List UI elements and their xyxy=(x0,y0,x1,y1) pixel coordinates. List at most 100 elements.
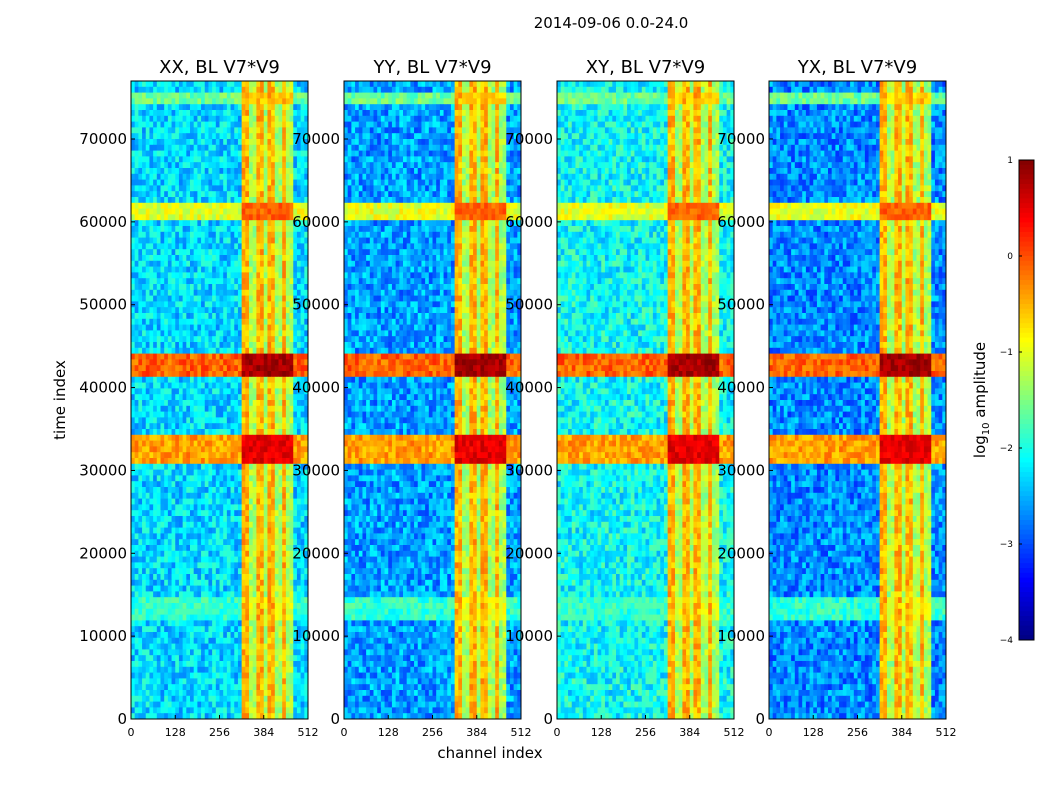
heatmap-cell xyxy=(289,423,294,430)
heatmap-cell xyxy=(142,156,147,163)
heatmap-cell xyxy=(226,121,231,128)
heatmap-cell xyxy=(153,603,158,610)
heatmap-cell xyxy=(193,260,198,267)
heatmap-cell xyxy=(289,202,294,209)
heatmap-cell xyxy=(164,156,169,163)
heatmap-cell xyxy=(149,655,154,662)
heatmap-cell xyxy=(296,498,302,505)
heatmap-cell xyxy=(223,168,228,175)
heatmap-cell xyxy=(256,342,261,349)
heatmap-cell xyxy=(252,411,257,418)
heatmap-cell xyxy=(193,347,198,354)
heatmap-cell xyxy=(249,626,254,633)
heatmap-cell xyxy=(149,585,154,592)
heatmap-cell xyxy=(167,463,172,470)
heatmap-cell xyxy=(296,666,302,673)
heatmap-cell xyxy=(267,376,272,383)
heatmap-cell xyxy=(134,371,139,378)
heatmap-cell xyxy=(289,574,294,581)
heatmap-cell xyxy=(212,487,217,494)
heatmap-cell xyxy=(271,104,276,111)
heatmap-cell xyxy=(212,324,217,331)
heatmap-cell xyxy=(167,655,172,662)
heatmap-cell xyxy=(296,318,302,325)
heatmap-cell xyxy=(149,539,154,546)
heatmap-cell xyxy=(304,284,309,291)
heatmap-cell xyxy=(300,336,305,343)
heatmap-cell xyxy=(296,226,302,233)
heatmap-cell xyxy=(237,562,243,569)
heatmap-cell xyxy=(285,678,290,685)
heatmap-cell xyxy=(204,440,209,447)
heatmap-cell xyxy=(300,179,305,186)
heatmap-cell xyxy=(215,353,220,360)
heatmap-cell xyxy=(274,527,279,534)
heatmap-cell xyxy=(215,318,220,325)
heatmap-cell xyxy=(204,382,209,389)
heatmap-cell xyxy=(171,545,176,552)
heatmap-cell xyxy=(182,249,187,256)
heatmap-cell xyxy=(145,672,150,679)
heatmap-cell xyxy=(149,127,154,134)
heatmap-cell xyxy=(215,144,220,151)
heatmap-cell xyxy=(182,632,187,639)
heatmap-cell xyxy=(274,191,279,198)
heatmap-cell xyxy=(175,632,180,639)
heatmap-cell xyxy=(282,655,287,662)
heatmap-cell xyxy=(252,330,257,337)
heatmap-cell xyxy=(237,643,243,650)
heatmap-cell xyxy=(278,608,283,615)
heatmap-cell xyxy=(256,220,261,227)
heatmap-cell xyxy=(153,150,158,157)
heatmap-cell xyxy=(237,110,243,117)
heatmap-cell xyxy=(167,318,172,325)
heatmap-cell xyxy=(142,463,147,470)
heatmap-cell xyxy=(282,481,287,488)
heatmap-cell xyxy=(245,110,250,117)
heatmap-cell xyxy=(149,550,154,557)
heatmap-cell xyxy=(193,249,198,256)
heatmap-cell xyxy=(215,255,220,262)
heatmap-cell xyxy=(149,434,154,441)
heatmap-cell xyxy=(212,359,217,366)
heatmap-cell xyxy=(204,603,209,610)
heatmap-cell xyxy=(285,86,290,93)
heatmap-cell xyxy=(153,661,158,668)
heatmap-cell xyxy=(223,260,228,267)
heatmap-cell xyxy=(226,324,231,331)
heatmap-cell xyxy=(234,197,239,204)
heatmap-cell xyxy=(223,342,228,349)
heatmap-cell xyxy=(285,278,290,285)
heatmap-cell xyxy=(131,365,136,372)
heatmap-cell xyxy=(153,353,158,360)
heatmap-cell xyxy=(241,86,246,93)
heatmap-cell xyxy=(208,400,213,407)
heatmap-cell xyxy=(215,92,220,99)
heatmap-cell xyxy=(175,330,180,337)
heatmap-cell xyxy=(260,434,265,441)
heatmap-cell xyxy=(145,550,150,557)
heatmap-cell xyxy=(271,371,276,378)
heatmap-cell xyxy=(178,661,184,668)
heatmap-cell xyxy=(149,104,154,111)
heatmap-cell xyxy=(260,336,265,343)
heatmap-cell xyxy=(145,510,150,517)
heatmap-cell xyxy=(131,626,136,633)
heatmap-cell xyxy=(278,417,283,424)
heatmap-cell xyxy=(267,678,272,685)
heatmap-cell xyxy=(234,307,239,314)
heatmap-cell xyxy=(234,371,239,378)
heatmap-cell xyxy=(260,417,265,424)
heatmap-cell xyxy=(197,237,202,244)
heatmap-cell xyxy=(138,661,143,668)
heatmap-cell xyxy=(193,278,198,285)
heatmap-cell xyxy=(215,400,220,407)
heatmap-cell xyxy=(267,133,272,140)
heatmap-cell xyxy=(215,562,220,569)
heatmap-cell xyxy=(175,115,180,122)
heatmap-cell xyxy=(197,168,202,175)
heatmap-cell xyxy=(256,139,261,146)
heatmap-cell xyxy=(208,243,213,250)
heatmap-cell xyxy=(149,336,154,343)
heatmap-cell xyxy=(241,202,246,209)
